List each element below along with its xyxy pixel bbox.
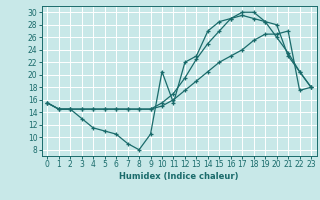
X-axis label: Humidex (Indice chaleur): Humidex (Indice chaleur): [119, 172, 239, 181]
